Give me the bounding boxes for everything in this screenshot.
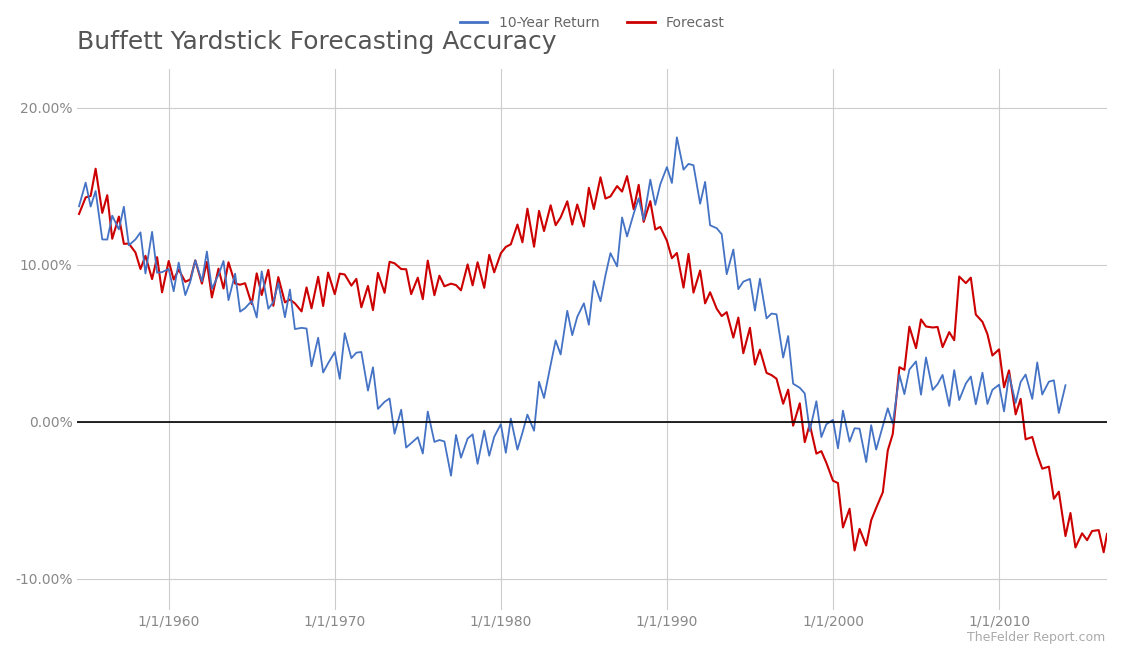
Text: Buffett Yardstick Forecasting Accuracy: Buffett Yardstick Forecasting Accuracy bbox=[77, 30, 557, 55]
Legend: 10-Year Return, Forecast: 10-Year Return, Forecast bbox=[454, 11, 730, 36]
Text: TheFelder Report.com: TheFelder Report.com bbox=[967, 631, 1105, 644]
